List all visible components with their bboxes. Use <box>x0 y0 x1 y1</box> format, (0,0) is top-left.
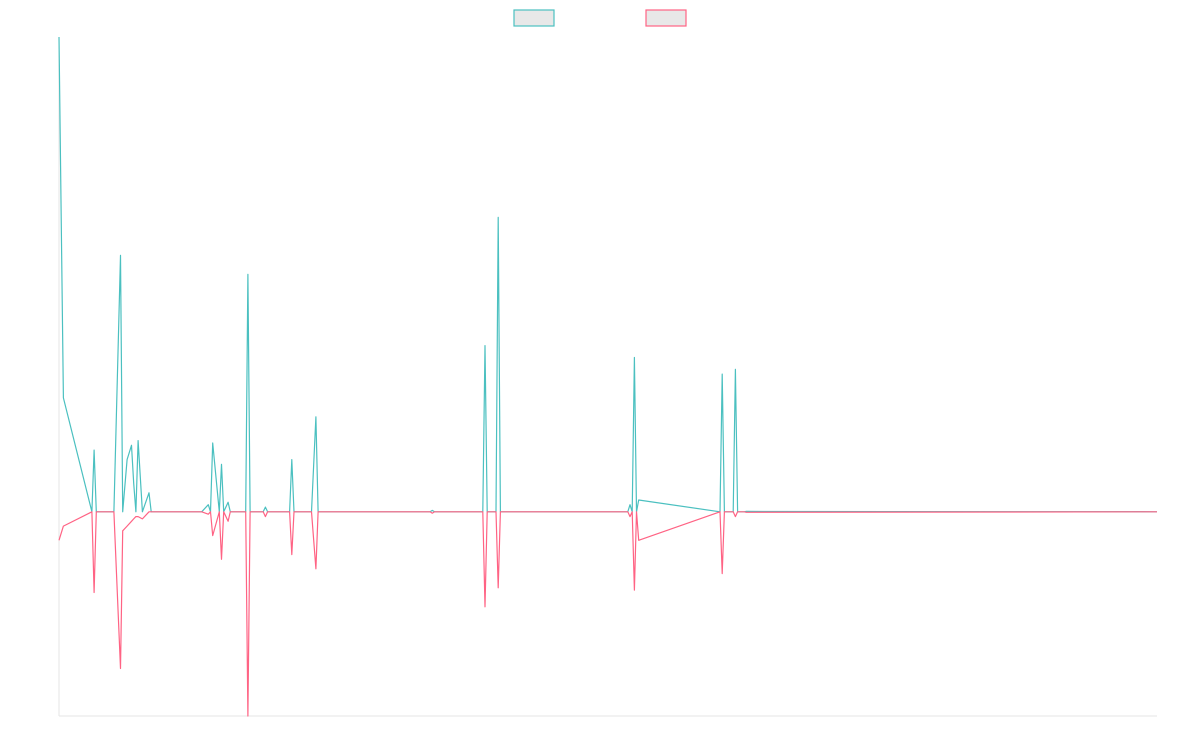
legend-swatch-series-2 <box>645 9 687 27</box>
series-1-line <box>58 36 1158 513</box>
series-2-line <box>58 511 1158 717</box>
legend-swatch-series-1 <box>513 9 555 27</box>
